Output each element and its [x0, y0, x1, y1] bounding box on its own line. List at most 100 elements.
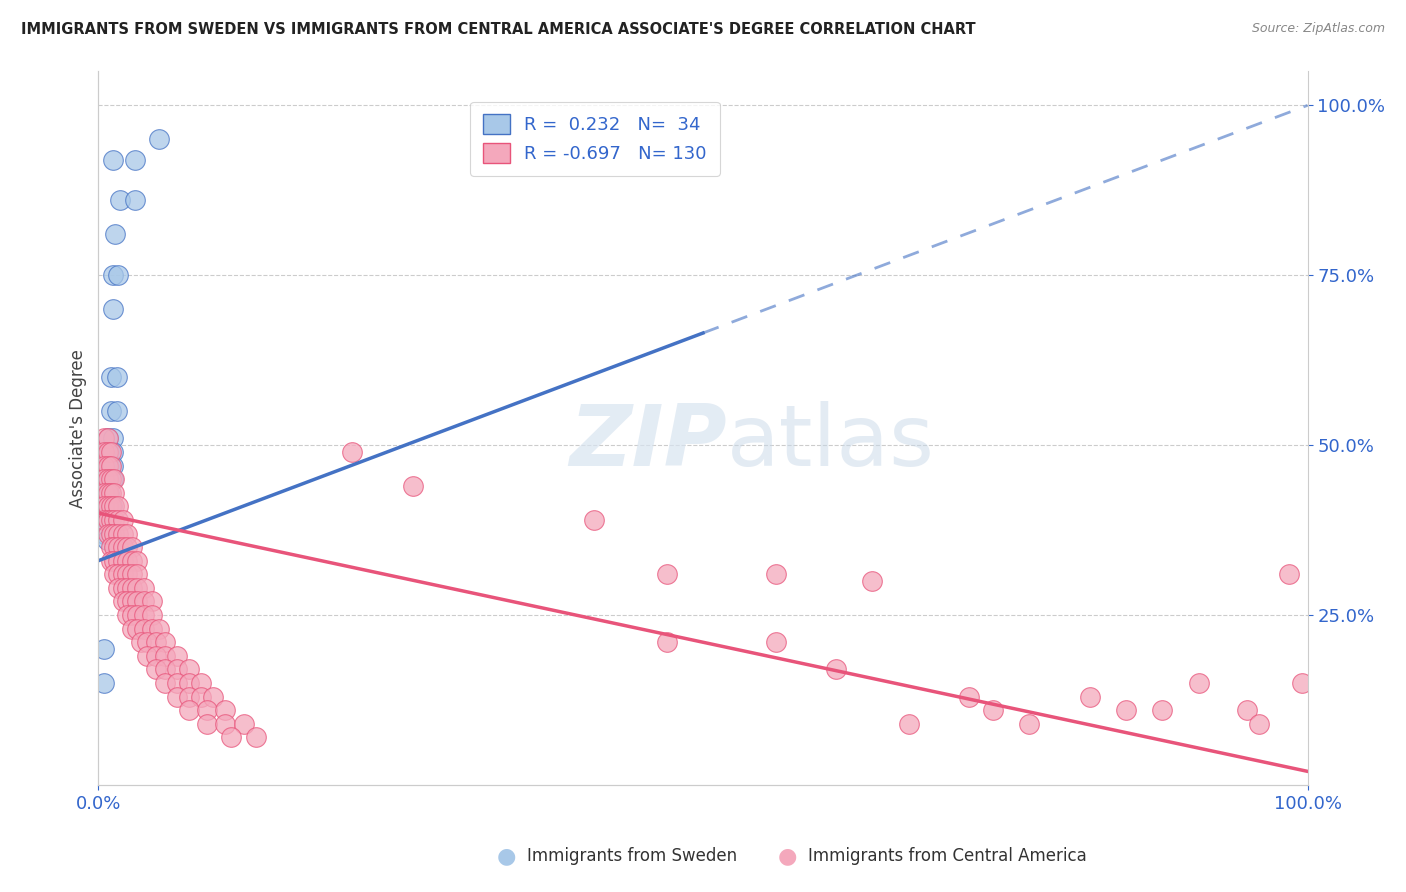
Point: [107, 500, 129, 514]
Point: [107, 540, 129, 554]
Point: [111, 594, 134, 608]
Point: [583, 513, 606, 527]
Point: [134, 608, 156, 623]
Point: [117, 554, 139, 568]
Point: [93, 485, 115, 500]
Point: [97, 513, 120, 527]
Point: [121, 594, 143, 608]
Point: [1078, 690, 1101, 704]
Point: [129, 635, 152, 649]
Point: [103, 526, 125, 541]
Point: [101, 268, 124, 283]
Point: [111, 567, 134, 582]
Point: [141, 594, 163, 608]
Text: ●: ●: [496, 847, 516, 866]
Point: [860, 574, 883, 588]
Point: [195, 703, 218, 717]
Point: [107, 581, 129, 595]
Point: [93, 676, 115, 690]
Point: [166, 690, 188, 704]
Point: [105, 370, 128, 384]
Point: [179, 662, 201, 676]
Point: [124, 194, 146, 208]
Point: [127, 622, 149, 636]
Point: [190, 676, 212, 690]
Point: [103, 554, 125, 568]
Point: [100, 404, 122, 418]
Point: [121, 540, 143, 554]
Point: [957, 690, 980, 704]
Point: [101, 302, 124, 317]
Point: [214, 703, 236, 717]
Point: [93, 458, 115, 473]
Point: [97, 513, 120, 527]
Point: [94, 458, 117, 473]
Point: [107, 268, 129, 283]
Text: IMMIGRANTS FROM SWEDEN VS IMMIGRANTS FROM CENTRAL AMERICA ASSOCIATE'S DEGREE COR: IMMIGRANTS FROM SWEDEN VS IMMIGRANTS FRO…: [21, 22, 976, 37]
Point: [100, 554, 122, 568]
Point: [121, 554, 143, 568]
Point: [166, 662, 188, 676]
Point: [100, 513, 122, 527]
Point: [93, 513, 115, 527]
Point: [108, 194, 131, 208]
Point: [141, 608, 163, 623]
Point: [100, 458, 122, 473]
Point: [127, 594, 149, 608]
Point: [103, 500, 125, 514]
Point: [117, 526, 139, 541]
Point: [134, 581, 156, 595]
Point: [1278, 567, 1301, 582]
Point: [97, 431, 120, 445]
Point: [232, 716, 254, 731]
Point: [101, 153, 124, 167]
Point: [1249, 716, 1271, 731]
Text: Immigrants from Central America: Immigrants from Central America: [808, 847, 1087, 865]
Point: [121, 581, 143, 595]
Point: [97, 458, 120, 473]
Point: [117, 594, 139, 608]
Point: [97, 526, 120, 541]
Point: [107, 554, 129, 568]
Y-axis label: Associate's Degree: Associate's Degree: [69, 349, 87, 508]
Point: [127, 608, 149, 623]
Point: [98, 485, 121, 500]
Point: [103, 485, 125, 500]
Point: [765, 567, 787, 582]
Point: [93, 500, 115, 514]
Point: [94, 472, 117, 486]
Point: [655, 635, 678, 649]
Point: [1188, 676, 1211, 690]
Point: [1291, 676, 1313, 690]
Point: [93, 472, 115, 486]
Point: [127, 567, 149, 582]
Point: [402, 479, 425, 493]
Point: [104, 227, 127, 242]
Point: [145, 662, 167, 676]
Point: [135, 648, 157, 663]
Point: [145, 635, 167, 649]
Point: [655, 567, 678, 582]
Point: [121, 567, 143, 582]
Point: [97, 431, 120, 445]
Point: [148, 132, 170, 146]
Point: [93, 431, 115, 445]
Point: [98, 458, 121, 473]
Point: [1115, 703, 1137, 717]
Point: [111, 513, 134, 527]
Point: [117, 581, 139, 595]
Point: [1152, 703, 1174, 717]
Point: [134, 594, 156, 608]
Point: [179, 703, 201, 717]
Point: [202, 690, 225, 704]
Point: [105, 404, 128, 418]
Point: [179, 676, 201, 690]
Point: [103, 540, 125, 554]
Point: [97, 500, 120, 514]
Point: [97, 485, 120, 500]
Point: [765, 635, 787, 649]
Point: [117, 567, 139, 582]
Point: [153, 648, 176, 663]
Point: [98, 445, 121, 459]
Point: [101, 458, 124, 473]
